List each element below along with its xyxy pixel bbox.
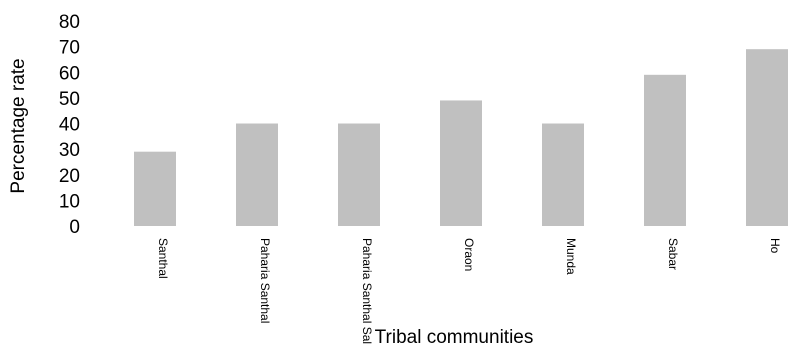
x-tick-label: Oraon bbox=[462, 238, 476, 271]
bar bbox=[440, 100, 482, 226]
y-tick-label: 30 bbox=[59, 140, 80, 161]
x-tick-label: Santhal bbox=[156, 238, 170, 279]
y-tick-label: 20 bbox=[59, 166, 80, 187]
x-tick-label: Paharia Santhal Sal bbox=[360, 238, 374, 344]
x-tick-label: Paharia Santhal bbox=[258, 238, 272, 323]
x-axis-title: Tribal communities bbox=[375, 327, 534, 348]
y-axis-ticks: 0 10 20 30 40 50 60 70 80 bbox=[59, 12, 80, 238]
y-tick-label: 60 bbox=[59, 63, 80, 84]
bar bbox=[746, 49, 788, 226]
bar bbox=[542, 123, 584, 226]
bars bbox=[134, 49, 788, 226]
bar bbox=[338, 123, 380, 226]
x-tick-label: Sabar bbox=[666, 238, 680, 270]
y-tick-label: 80 bbox=[59, 12, 80, 33]
category-labels: Santhal Paharia Santhal Paharia Santhal Sa… bbox=[156, 238, 782, 344]
y-axis-title: Percentage rate bbox=[8, 58, 29, 193]
y-tick-label: 0 bbox=[69, 217, 80, 238]
y-tick-label: 40 bbox=[59, 115, 80, 136]
bar bbox=[236, 123, 278, 226]
bar bbox=[644, 74, 686, 226]
y-tick-label: 10 bbox=[59, 191, 80, 212]
x-tick-label: Munda bbox=[564, 238, 578, 275]
y-tick-label: 50 bbox=[59, 89, 80, 110]
x-tick-label: Ho bbox=[768, 238, 782, 254]
y-tick-label: 70 bbox=[59, 38, 80, 59]
bar bbox=[134, 151, 176, 226]
